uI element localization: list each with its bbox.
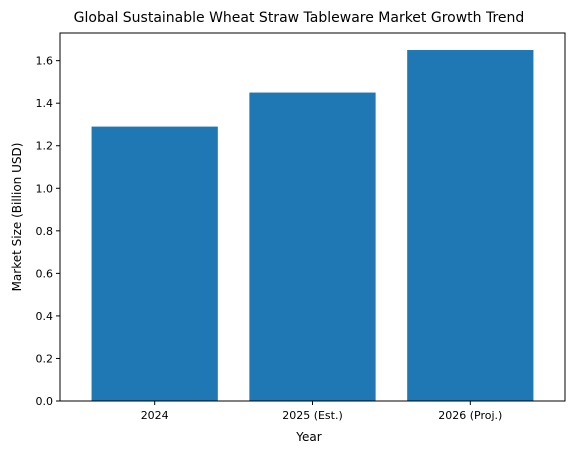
y-axis: 0.0 0.2 0.4 0.6 0.8 1.0 1.2 1.4 1.6 bbox=[36, 55, 60, 408]
bar-0 bbox=[91, 126, 218, 402]
x-tick-label: 2025 (Est.) bbox=[282, 409, 343, 422]
y-tick-label: 0.4 bbox=[36, 310, 54, 323]
bars-group bbox=[91, 50, 534, 402]
y-tick-label: 1.6 bbox=[36, 55, 54, 68]
y-tick-label: 0.6 bbox=[36, 267, 54, 280]
x-tick-label: 2024 bbox=[141, 409, 169, 422]
y-tick-label: 1.2 bbox=[36, 140, 54, 153]
y-tick-label: 1.0 bbox=[36, 182, 54, 195]
y-tick-label: 1.4 bbox=[36, 97, 54, 110]
y-tick-label: 0.8 bbox=[36, 225, 54, 238]
bar-2 bbox=[407, 50, 534, 402]
y-tick-label: 0.2 bbox=[36, 352, 54, 365]
x-tick-label: 2026 (Proj.) bbox=[438, 409, 502, 422]
x-axis-label: Year bbox=[295, 430, 321, 444]
y-tick-label: 0.0 bbox=[36, 395, 54, 408]
y-axis-label: Market Size (Billion USD) bbox=[10, 143, 24, 292]
x-axis: 2024 2025 (Est.) 2026 (Proj.) bbox=[141, 401, 502, 422]
chart-title: Global Sustainable Wheat Straw Tableware… bbox=[74, 10, 525, 26]
bar-1 bbox=[249, 92, 376, 401]
